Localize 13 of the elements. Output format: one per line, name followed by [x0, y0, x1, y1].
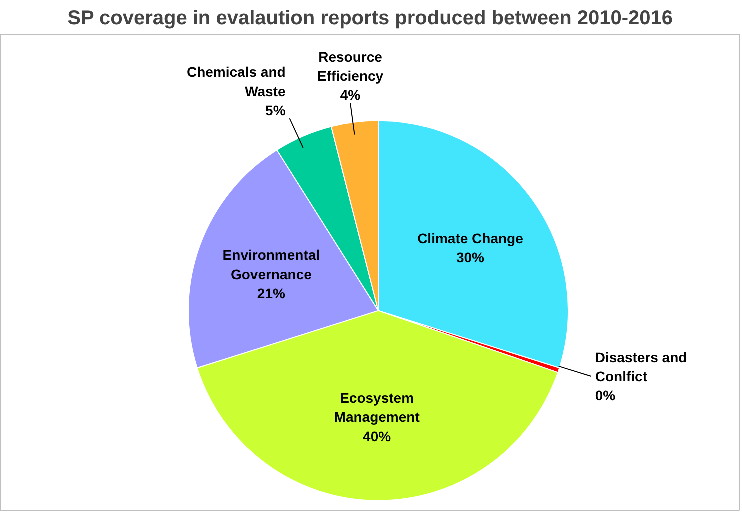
data-label: 40% [363, 428, 392, 444]
chart-title: SP coverage in evalaution reports produced between 2010-2016 [68, 8, 674, 30]
slice-label: Ecosystem Management [334, 390, 420, 426]
slice-label: Resource Efficiency [317, 48, 384, 84]
data-label: 0% [595, 388, 616, 404]
slice-label: Disasters and Conlfict [595, 349, 688, 384]
slice-label: Chemicals and Waste [186, 64, 286, 100]
slice-label: Climate Change [418, 230, 524, 246]
data-label: 5% [266, 102, 286, 119]
data-label: 4% [340, 87, 362, 104]
slice-label: Environmental Governance [222, 247, 320, 282]
data-label: 21% [257, 285, 286, 302]
data-label: 30% [456, 250, 486, 266]
